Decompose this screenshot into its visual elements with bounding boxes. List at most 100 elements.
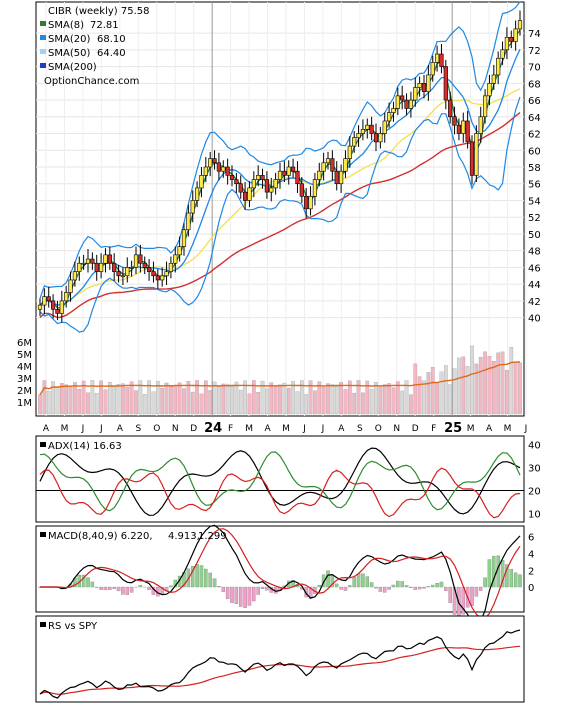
volume-bar xyxy=(108,382,111,414)
volume-bar xyxy=(313,391,316,414)
rs-swatch xyxy=(40,622,46,627)
price-panel-frame xyxy=(36,2,524,416)
macd-histogram-bar xyxy=(401,581,404,587)
macd-histogram-bar xyxy=(514,573,517,587)
price-tick-label: 62 xyxy=(528,130,541,141)
candle-body xyxy=(221,167,225,171)
volume-bar xyxy=(344,389,347,414)
volume-bar xyxy=(43,381,46,414)
candle-body xyxy=(518,21,522,29)
candle-body xyxy=(99,263,103,271)
volume-bar xyxy=(291,381,294,414)
macd-histogram-bar xyxy=(230,587,233,603)
candle-body xyxy=(488,83,492,96)
volume-bar xyxy=(112,386,115,414)
candle-body xyxy=(505,37,509,50)
volume-bar xyxy=(213,382,216,414)
candle-body xyxy=(243,192,247,200)
candle-body xyxy=(152,272,156,276)
macd-histogram-bar xyxy=(252,587,255,601)
volume-bar xyxy=(95,393,98,414)
volume-bar xyxy=(69,386,72,414)
candle-body xyxy=(300,184,304,197)
macd-tick-label: 2 xyxy=(528,566,534,577)
volume-bar xyxy=(130,382,133,414)
volume-bar xyxy=(322,387,325,414)
candle-body xyxy=(296,171,300,184)
volume-bar xyxy=(418,377,421,414)
candle-body xyxy=(435,54,439,62)
candle-body xyxy=(121,276,125,277)
macd-histogram-bar xyxy=(383,587,386,592)
volume-tick-label: 1M xyxy=(17,398,32,409)
macd-histogram-bar xyxy=(396,581,399,587)
volume-bar xyxy=(457,358,460,414)
volume-tick-label: 6M xyxy=(17,338,32,349)
candle-body xyxy=(361,129,365,133)
volume-bar xyxy=(117,384,120,414)
price-tick-label: 60 xyxy=(528,146,541,157)
volume-bar xyxy=(38,395,41,414)
volume-bar xyxy=(256,392,259,414)
legend-swatch-sma20 xyxy=(40,35,46,40)
candle-body xyxy=(379,134,383,142)
candle-body xyxy=(156,276,160,280)
month-label: A xyxy=(43,424,50,434)
macd-histogram-bar xyxy=(427,586,430,587)
candle-body xyxy=(191,200,195,213)
candle-body xyxy=(470,142,474,175)
macd-histogram-bar xyxy=(357,574,360,587)
macd-histogram-bar xyxy=(117,587,120,591)
candle-body xyxy=(287,167,291,175)
volume-bar xyxy=(169,385,172,414)
volume-bar xyxy=(370,389,373,414)
volume-bar xyxy=(182,389,185,414)
volume-bar xyxy=(483,352,486,414)
candle-body xyxy=(427,75,431,92)
candle-body xyxy=(466,121,470,142)
macd-histogram-bar xyxy=(379,587,382,592)
candle-body xyxy=(291,167,295,171)
month-label: M xyxy=(245,424,253,434)
candle-body xyxy=(283,171,287,175)
volume-bar xyxy=(248,394,251,414)
volume-bar xyxy=(152,392,155,414)
volume-bar xyxy=(335,386,338,414)
candle-body xyxy=(69,280,73,293)
volume-bar xyxy=(121,384,124,414)
macd-histogram-bar xyxy=(339,587,342,589)
rs-panel-frame xyxy=(36,616,524,702)
volume-bar xyxy=(304,394,307,414)
candle-body xyxy=(86,259,90,263)
candle-body xyxy=(139,255,143,263)
macd-histogram-bar xyxy=(344,587,347,591)
volume-bar xyxy=(73,382,76,414)
candle-body xyxy=(200,175,204,188)
candle-body xyxy=(348,146,352,159)
candle-body xyxy=(313,180,317,197)
volume-bar xyxy=(462,357,465,414)
volume-bar xyxy=(165,383,168,414)
candle-body xyxy=(309,196,313,209)
candle-body xyxy=(492,75,496,83)
price-tick-label: 50 xyxy=(528,230,541,241)
candle-body xyxy=(322,163,326,171)
candle-body xyxy=(95,263,99,271)
candle-body xyxy=(208,159,212,167)
histogram-value: 1.299 xyxy=(198,531,227,542)
volume-bar xyxy=(270,383,273,414)
macd-histogram-bar xyxy=(510,569,513,587)
candle-body xyxy=(274,180,278,188)
volume-tick-label: 2M xyxy=(17,386,32,397)
candle-body xyxy=(187,213,191,230)
macd-histogram-bar xyxy=(104,587,107,590)
candle-body xyxy=(147,267,151,271)
candle-body xyxy=(230,175,234,179)
volume-bar xyxy=(383,385,386,414)
candle-body xyxy=(104,255,108,263)
volume-bar xyxy=(466,366,469,414)
